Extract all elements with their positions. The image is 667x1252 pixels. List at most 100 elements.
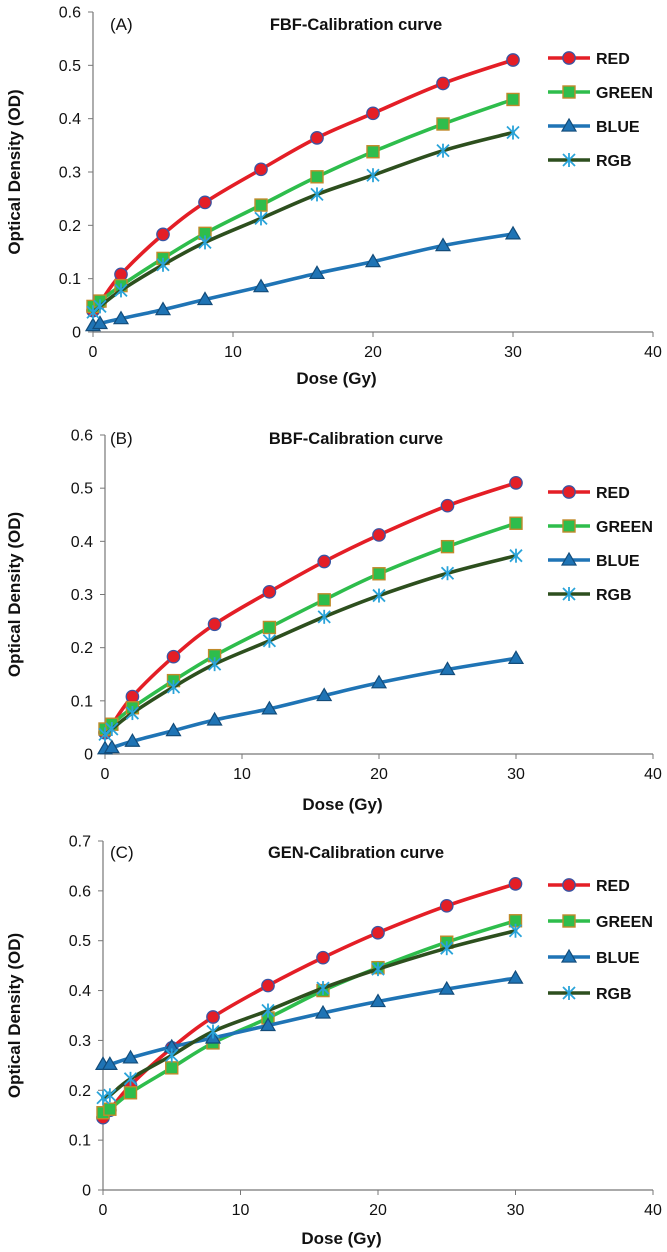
legend-marker [560,551,578,566]
y-tick-label: 0.6 [71,428,93,445]
calibration-chart: 0 0.1 0.2 0.3 0.4 0.5 0.6 0 10 20 30 40 Dose (Gy) Opt… [5,428,662,815]
data-point [440,498,455,513]
x-axis-title: Dose (Gy) [296,369,376,388]
data-point [165,722,182,737]
data-point [506,92,520,107]
y-tick-label: 0.5 [71,481,93,498]
legend-label: RED [596,485,630,502]
legend-marker [562,587,576,601]
data-point [310,170,324,184]
legend-marker [562,85,576,99]
data-point [372,528,386,542]
legend: RED GREEN BLUE RGB [548,878,653,1003]
data-point [439,898,454,913]
data-point [261,700,278,715]
x-tick-label: 10 [232,1202,250,1219]
data-point [165,1061,179,1075]
chart-title: GEN-Calibration curve [268,844,444,862]
calibration-chart: 0 0.1 0.2 0.3 0.4 0.5 0.6 0 10 20 30 40 Dose (Gy) Opt… [5,5,662,389]
data-point [440,566,455,581]
y-tick-label: 0.4 [59,111,81,128]
data-point [434,237,452,252]
data-point [123,1071,138,1086]
data-point [125,689,140,704]
data-point [438,980,455,995]
chart-panel-c: 0 0.1 0.2 0.3 0.4 0.5 0.6 0.7 0 10 20 30 40 Dose (Gy)… [0,820,667,1252]
data-point [198,235,212,250]
data-point [509,548,523,563]
legend-label: GREEN [596,519,653,536]
series-line-red [91,58,515,313]
x-tick-label: 0 [101,766,110,783]
data-point [509,516,523,530]
data-point [370,674,388,689]
data-point [112,310,130,325]
data-point [114,283,128,298]
series-blue [84,225,522,332]
data-point [316,687,333,702]
data-point [504,225,522,240]
x-axis-title: Dose (Gy) [302,795,382,814]
y-axis-title: Optical Density (OD) [5,89,24,254]
series-blue [94,969,524,1070]
data-point [364,253,382,268]
data-point [165,1048,179,1063]
chart-panel-b: 0 0.1 0.2 0.3 0.4 0.5 0.6 0 10 20 30 40 Dose (Gy) Opt… [0,412,667,820]
data-point [98,727,112,742]
legend-item-rgb: RGB [548,587,632,604]
legend-label: GREEN [596,85,653,102]
series-line-red [103,481,518,735]
data-point [196,291,214,306]
legend-label: BLUE [596,553,640,570]
data-point [261,1003,275,1018]
axes: 0 0.1 0.2 0.3 0.4 0.5 0.6 0.7 0 10 20 30 40 [69,834,662,1220]
data-point [439,661,456,676]
panel-label: (C) [110,843,134,862]
series-rgb [86,125,520,320]
data-point [198,195,212,210]
y-tick-label: 0.1 [69,1133,91,1150]
y-tick-label: 0 [84,747,93,764]
data-point [96,1090,110,1105]
x-tick-label: 40 [644,1202,662,1219]
data-point [506,53,520,67]
data-point [254,162,268,177]
x-tick-label: 30 [507,766,525,783]
series-line-blue [103,656,518,751]
data-point [506,125,520,140]
data-point [156,257,170,272]
legend: RED GREEN BLUE RGB [548,485,653,604]
x-tick-label: 10 [233,766,251,783]
legend-label: RGB [596,153,632,170]
y-tick-label: 0.4 [71,534,93,551]
series-line-blue [101,976,518,1067]
data-point [166,649,181,664]
legend-item-rgb: RGB [548,986,632,1003]
y-tick-label: 0.2 [69,1083,91,1100]
x-tick-label: 20 [364,344,382,361]
data-point [261,978,275,993]
data-point [125,706,140,721]
data-point [103,1102,117,1116]
series-line-rgb [103,553,518,737]
legend-marker [562,914,576,928]
data-point [440,941,454,956]
legend-item-blue: BLUE [548,551,640,570]
data-point [316,981,330,996]
x-tick-label: 40 [644,344,662,361]
series-line-blue [91,232,515,328]
data-point [366,145,380,159]
y-tick-label: 0.3 [59,165,81,182]
data-point [262,633,277,648]
legend-label: GREEN [596,914,653,931]
data-point [259,1017,277,1032]
series-line-green [91,97,515,309]
legend-label: RGB [596,986,632,1003]
legend-item-rgb: RGB [548,153,632,170]
y-tick-label: 0.6 [69,883,91,900]
data-point [508,877,523,891]
series-blue [96,650,525,755]
legend-marker [562,153,576,167]
data-point [366,106,380,121]
legend-marker [560,948,578,963]
